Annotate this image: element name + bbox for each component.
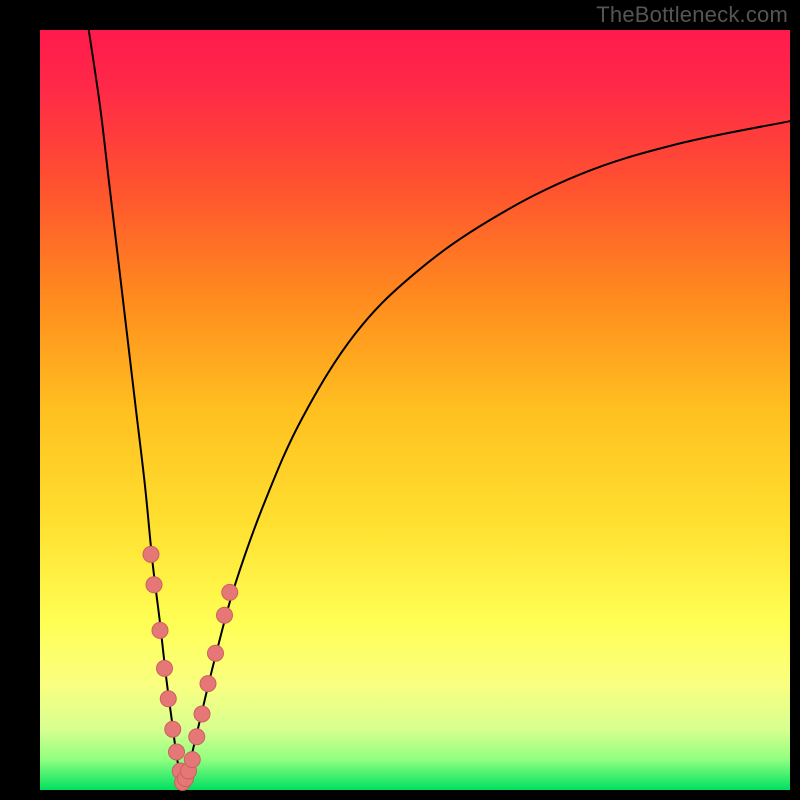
data-marker [165, 721, 181, 737]
data-marker [143, 546, 159, 562]
data-marker [146, 577, 162, 593]
data-marker [160, 691, 176, 707]
chart-container: TheBottleneck.com [0, 0, 800, 800]
data-marker [189, 729, 205, 745]
data-marker [222, 584, 238, 600]
data-marker [217, 607, 233, 623]
chart-svg [0, 0, 800, 800]
data-marker [152, 622, 168, 638]
data-marker [184, 752, 200, 768]
data-marker [169, 744, 185, 760]
data-marker [194, 706, 210, 722]
data-marker [208, 645, 224, 661]
watermark-text: TheBottleneck.com [596, 2, 788, 28]
data-marker [200, 676, 216, 692]
data-marker [157, 660, 173, 676]
